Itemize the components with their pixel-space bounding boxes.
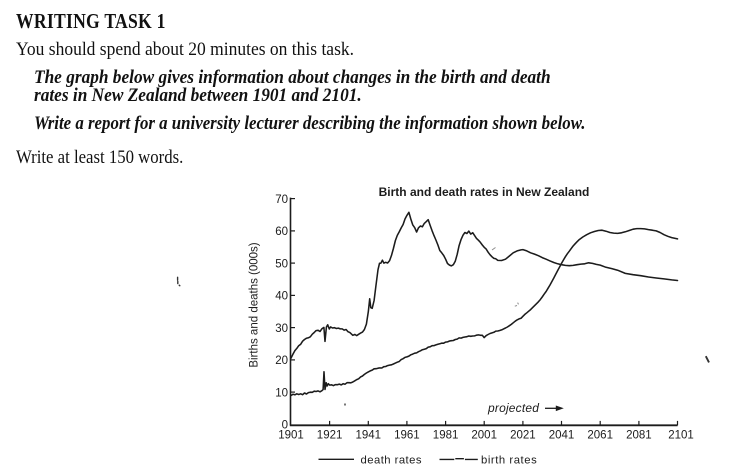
svg-text:2021: 2021 (510, 430, 536, 442)
svg-text:1981: 1981 (433, 430, 459, 442)
svg-text:1941: 1941 (356, 430, 382, 442)
svg-text:1961: 1961 (394, 430, 420, 442)
svg-text:2101: 2101 (668, 430, 694, 442)
svg-text:2061: 2061 (587, 430, 613, 442)
svg-text:70: 70 (275, 194, 288, 206)
svg-text:1921: 1921 (317, 430, 343, 442)
svg-text:10: 10 (275, 387, 288, 399)
svg-text:2041: 2041 (549, 430, 575, 442)
svg-text:1901: 1901 (278, 430, 304, 442)
svg-text:0: 0 (282, 420, 288, 432)
svg-text:20: 20 (275, 355, 288, 367)
svg-text:birth rates: birth rates (481, 455, 537, 467)
svg-text:projected: projected (487, 401, 539, 415)
svg-text:Birth and death rates in New Z: Birth and death rates in New Zealand (379, 185, 590, 199)
svg-text:2001: 2001 (471, 430, 497, 442)
svg-text:30: 30 (275, 323, 288, 335)
svg-text:50: 50 (275, 258, 288, 270)
svg-text:Births and deaths (000s): Births and deaths (000s) (249, 242, 261, 367)
svg-text:40: 40 (275, 291, 288, 303)
svg-text:death rates: death rates (361, 455, 422, 467)
svg-text:2081: 2081 (626, 430, 652, 442)
svg-text:60: 60 (275, 226, 288, 238)
